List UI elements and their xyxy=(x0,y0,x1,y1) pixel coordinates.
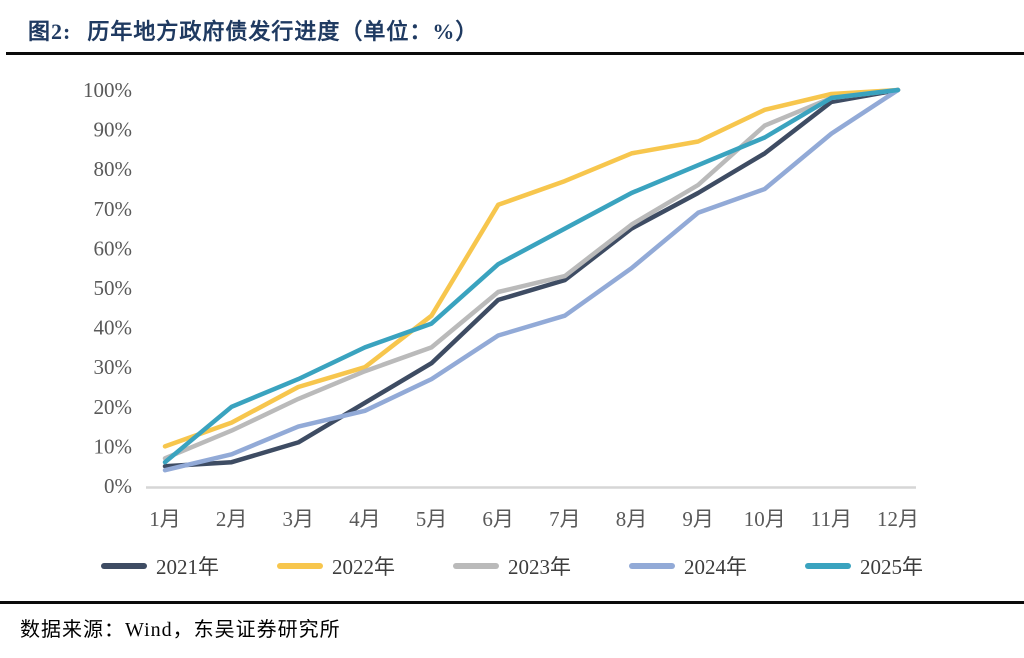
y-tick-label: 60% xyxy=(94,236,133,260)
series-line-2025年 xyxy=(162,87,901,465)
x-tick-label: 2月 xyxy=(216,507,248,531)
y-tick-label: 20% xyxy=(94,395,133,419)
legend-swatch-icon xyxy=(629,563,675,569)
figure-number-label: 图2: xyxy=(28,19,72,44)
x-tick-label: 6月 xyxy=(482,507,514,531)
x-tick-label: 7月 xyxy=(549,507,581,531)
top-rule xyxy=(6,52,1024,55)
legend-label: 2022年 xyxy=(332,555,395,579)
legend-item-2025年: 2025年 xyxy=(805,551,923,581)
y-tick-label: 30% xyxy=(94,355,133,379)
x-tick-label: 3月 xyxy=(283,507,315,531)
figure-title-text: 历年地方政府债发行进度（单位：%） xyxy=(87,19,479,44)
y-tick-label: 90% xyxy=(94,118,133,142)
series-line-2024年 xyxy=(162,87,901,473)
figure-title: 图2: 历年地方政府债发行进度（单位：%） xyxy=(28,14,478,46)
y-tick-label: 10% xyxy=(94,434,133,458)
legend-label: 2023年 xyxy=(508,555,571,579)
legend-label: 2024年 xyxy=(684,555,747,579)
bottom-rule xyxy=(0,601,1024,604)
legend-item-2023年: 2023年 xyxy=(453,551,571,581)
chart-legend: 2021年 2022年 2023年 2024年 2025年 xyxy=(0,551,1024,581)
chart-svg: 0% 10% 20% 30% 40% 50% 60% 70% 80% 90% 100% 1月 2月 3月 4… xyxy=(83,78,919,531)
data-source-note: 数据来源：Wind，东吴证券研究所 xyxy=(20,619,341,641)
legend-item-2021年: 2021年 xyxy=(101,551,219,581)
y-tick-label: 80% xyxy=(94,157,133,181)
legend-swatch-icon xyxy=(453,563,499,569)
x-tick-label: 12月 xyxy=(877,507,919,531)
x-tick-label: 1月 xyxy=(149,507,181,531)
y-tick-label: 100% xyxy=(83,78,132,102)
x-tick-label: 8月 xyxy=(616,507,648,531)
series-line-2021年 xyxy=(162,87,901,469)
legend-swatch-icon xyxy=(277,563,323,569)
x-tick-label: 5月 xyxy=(416,507,448,531)
y-tick-label: 40% xyxy=(94,316,133,340)
legend-label: 2021年 xyxy=(156,555,219,579)
x-tick-label: 4月 xyxy=(349,507,381,531)
legend-item-2022年: 2022年 xyxy=(277,551,395,581)
legend-swatch-icon xyxy=(805,563,851,569)
legend-swatch-icon xyxy=(101,563,147,569)
x-tick-label: 11月 xyxy=(811,507,852,531)
y-tick-label: 0% xyxy=(104,474,132,498)
legend-item-2024年: 2024年 xyxy=(629,551,747,581)
x-tick-label: 9月 xyxy=(682,507,714,531)
x-tick-label: 10月 xyxy=(744,507,786,531)
y-tick-label: 50% xyxy=(94,276,133,300)
y-tick-label: 70% xyxy=(94,197,133,221)
series-line-2022年 xyxy=(162,87,901,449)
series-line-2023年 xyxy=(162,87,901,461)
legend-label: 2025年 xyxy=(860,555,923,579)
